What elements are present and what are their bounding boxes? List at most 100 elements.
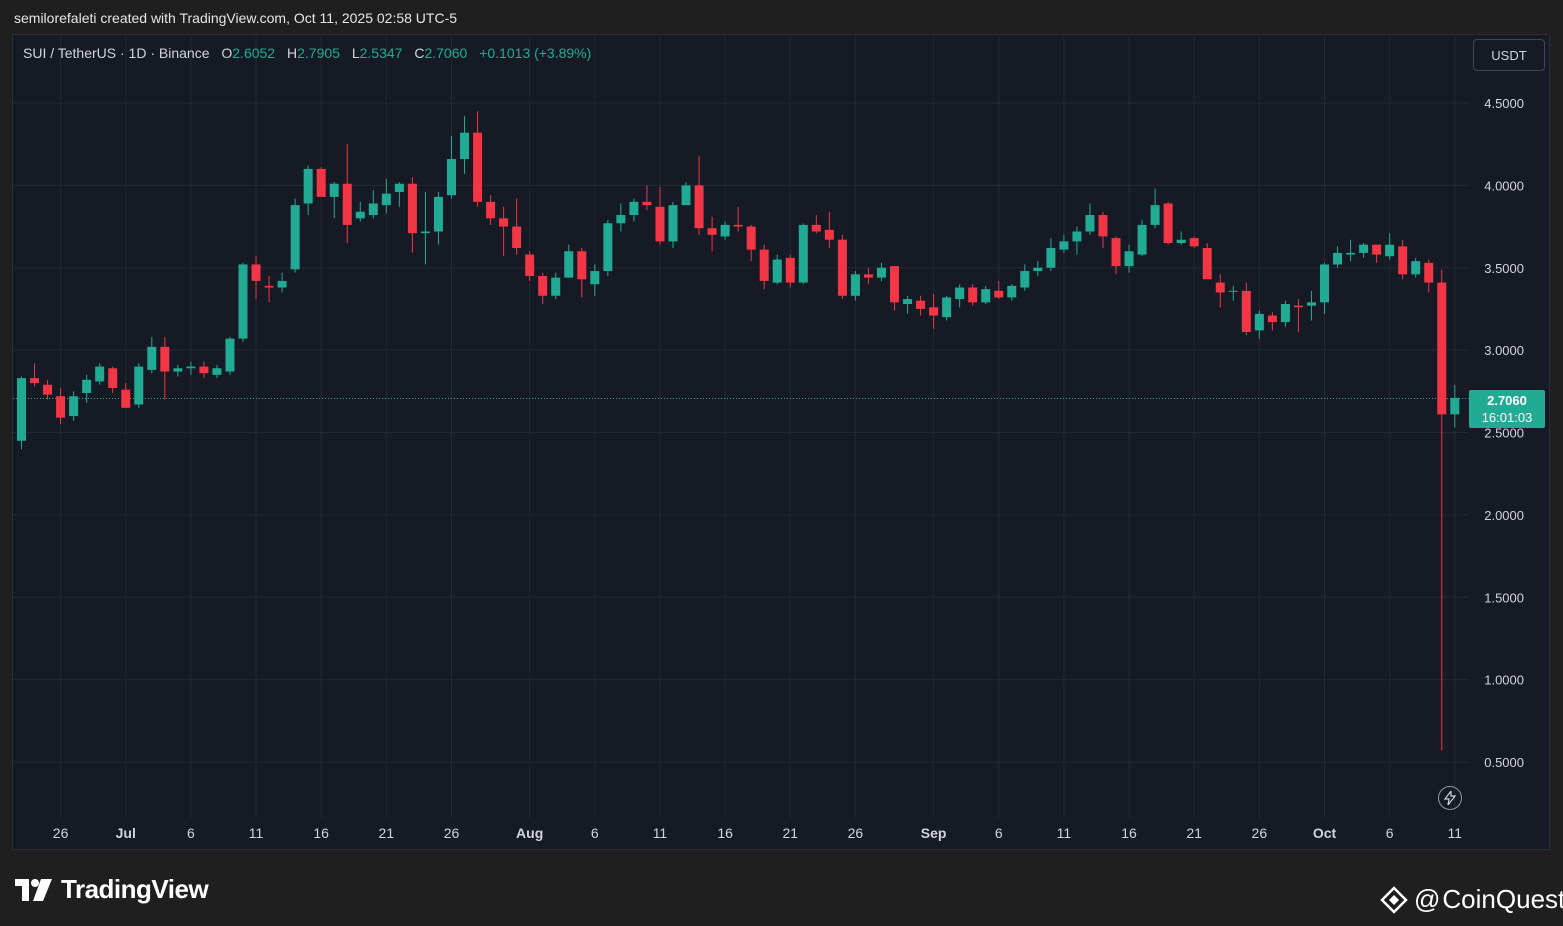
currency-button[interactable]: USDT xyxy=(1473,39,1545,71)
chart-caption: semilorefaleti created with TradingView.… xyxy=(14,10,458,26)
candle xyxy=(1059,234,1069,253)
candle xyxy=(433,191,443,245)
x-tick-label: Sep xyxy=(921,825,947,841)
candle-body xyxy=(837,239,847,296)
candle xyxy=(420,191,430,265)
candle xyxy=(1124,244,1134,273)
x-tick-label: 11 xyxy=(249,825,264,841)
candle-body xyxy=(564,251,574,278)
candle-body xyxy=(577,251,587,280)
y-tick-label: 3.5000 xyxy=(1484,261,1524,276)
candle xyxy=(590,264,600,296)
candle xyxy=(1176,231,1186,245)
candle xyxy=(798,223,808,285)
candle-body xyxy=(811,224,821,232)
candle xyxy=(916,295,926,316)
candle xyxy=(551,272,561,300)
candle-body xyxy=(798,224,808,283)
candle-body xyxy=(1124,251,1134,267)
candle-body xyxy=(303,168,313,204)
candle xyxy=(95,363,105,385)
candle-body xyxy=(772,259,782,283)
y-tick-label: 1.0000 xyxy=(1484,673,1524,688)
y-tick-label: 1.5000 xyxy=(1484,590,1524,605)
candle-body xyxy=(1033,267,1043,272)
candle xyxy=(212,364,222,379)
candle-body xyxy=(1098,215,1108,237)
candle-body xyxy=(446,159,456,196)
candle xyxy=(303,165,313,216)
x-tick-label: 26 xyxy=(53,825,69,841)
candle-body xyxy=(733,224,743,227)
candle-body xyxy=(942,297,952,318)
candle-body xyxy=(1215,282,1225,293)
candle-body xyxy=(1228,290,1238,292)
candle xyxy=(1320,262,1329,314)
candle xyxy=(43,379,53,400)
candle-body xyxy=(590,271,600,285)
candle xyxy=(238,262,248,342)
y-tick-label: 0.5000 xyxy=(1484,755,1524,770)
candle-body xyxy=(1254,313,1264,331)
candle-body xyxy=(30,378,40,384)
candle xyxy=(876,262,886,281)
candle xyxy=(1359,243,1369,258)
candle-body xyxy=(199,366,209,374)
candle xyxy=(577,247,587,298)
candle-body xyxy=(1306,302,1316,306)
last-price-value: 2.7060 xyxy=(1487,393,1527,408)
candle-body xyxy=(1163,203,1173,244)
tradingview-logo[interactable]: TradingView xyxy=(15,874,209,905)
candle xyxy=(186,361,196,375)
candle-body xyxy=(251,264,261,281)
candle xyxy=(121,383,131,408)
candle-body xyxy=(785,257,795,283)
candle xyxy=(355,201,365,222)
candle-body xyxy=(1320,264,1329,303)
lightning-icon[interactable] xyxy=(1438,786,1462,810)
candle xyxy=(329,182,339,219)
candle xyxy=(655,187,665,245)
candle-body xyxy=(82,379,92,393)
candle xyxy=(290,198,300,273)
candle xyxy=(460,116,470,174)
chart-pane[interactable] xyxy=(12,34,1550,850)
candle-body xyxy=(355,211,365,219)
candle-body xyxy=(1150,205,1160,225)
x-tick-label: 11 xyxy=(1057,825,1072,841)
candle xyxy=(69,391,79,421)
price-axis[interactable]: 4.5000 4.0000 3.5000 3.0000 2.5000 2.0000 1.50… xyxy=(1484,96,1524,770)
candle-body xyxy=(668,205,678,242)
candle xyxy=(525,251,535,281)
candle xyxy=(942,295,952,321)
candle-body xyxy=(1137,224,1147,255)
candle-body xyxy=(1111,238,1121,267)
x-tick-label: 26 xyxy=(444,825,460,841)
candle-body xyxy=(212,368,222,375)
candle xyxy=(746,224,756,262)
x-tick-label: 26 xyxy=(848,825,864,841)
candle-body xyxy=(1202,247,1212,280)
candle-body xyxy=(968,287,978,303)
candle-body xyxy=(1398,246,1408,275)
change-value: +0.1013 (+3.89%) xyxy=(479,45,592,61)
candle xyxy=(512,198,522,255)
candle xyxy=(134,363,144,408)
candle-body xyxy=(538,275,548,296)
candle xyxy=(1254,310,1264,339)
y-tick-label: 4.5000 xyxy=(1484,96,1524,111)
bar-countdown: 16:01:03 xyxy=(1481,410,1533,425)
candle-body xyxy=(929,307,939,316)
candle xyxy=(863,267,873,285)
candle xyxy=(824,211,834,248)
candle-body xyxy=(512,226,522,248)
candle xyxy=(251,256,261,300)
candle xyxy=(499,206,509,257)
candle xyxy=(890,266,900,311)
candle-body xyxy=(746,226,756,250)
symbol-info[interactable]: SUI / TetherUS · 1D · Binance xyxy=(23,45,210,61)
time-axis[interactable]: 26 Jul 6 11 16 21 26 Aug 6 11 16 21 26 Sep 6 11 16 21 26 Oc… xyxy=(53,825,1462,841)
candle xyxy=(1137,219,1147,257)
candle xyxy=(1385,233,1395,260)
